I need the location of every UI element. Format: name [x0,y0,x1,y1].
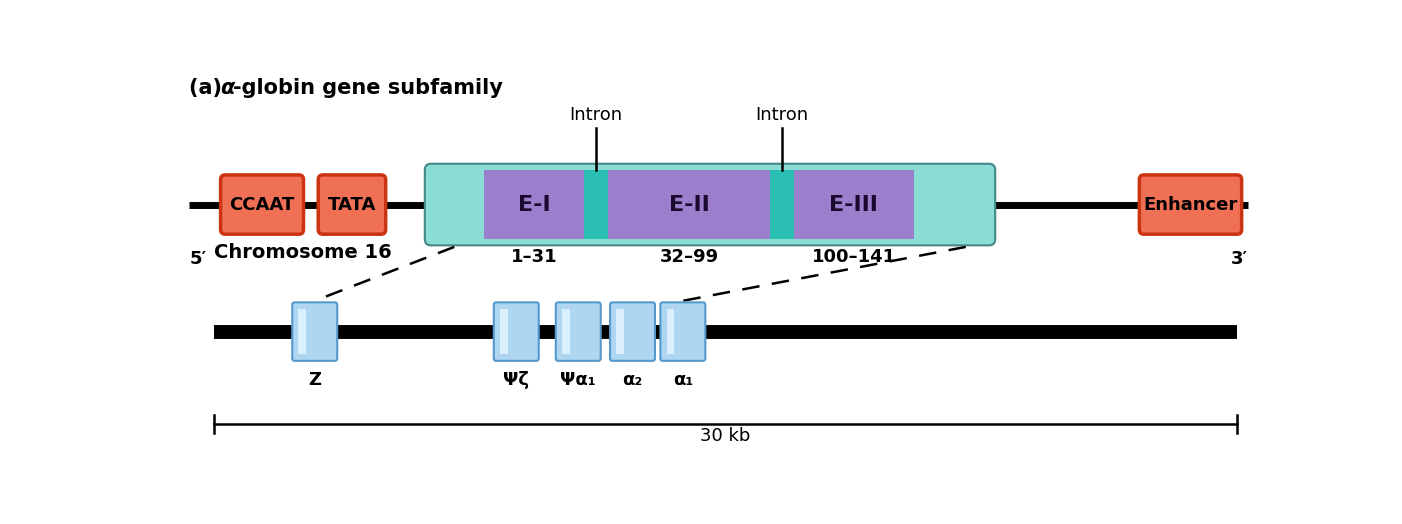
FancyBboxPatch shape [555,302,600,361]
Text: α: α [220,78,234,97]
Bar [484,170,585,239]
FancyBboxPatch shape [494,302,538,361]
Bar [562,309,569,354]
Text: α₂: α₂ [622,371,642,389]
Text: -globin gene subfamily: -globin gene subfamily [233,78,502,97]
Text: Chromosome 16: Chromosome 16 [215,243,391,263]
FancyBboxPatch shape [610,302,655,361]
Bar [585,170,607,239]
Bar [299,309,306,354]
Text: 3′: 3′ [1231,250,1248,268]
Bar [794,170,914,239]
Text: Ψζ: Ψζ [503,371,529,389]
Text: 30 kb: 30 kb [701,427,750,445]
Text: Enhancer: Enhancer [1144,195,1238,214]
Text: E-II: E-II [669,194,709,214]
Text: E-I: E-I [517,194,551,214]
FancyBboxPatch shape [1140,175,1242,234]
Text: Z: Z [308,371,321,389]
Text: TATA: TATA [328,195,376,214]
Bar [771,170,794,239]
Text: E-III: E-III [830,194,878,214]
Text: 32–99: 32–99 [659,248,719,266]
Text: (a): (a) [189,78,230,97]
FancyBboxPatch shape [660,302,705,361]
Bar [607,170,771,239]
Text: α₁: α₁ [673,371,693,389]
Text: 1–31: 1–31 [510,248,558,266]
Text: Intron: Intron [756,106,809,124]
FancyBboxPatch shape [425,163,995,245]
Bar [501,309,508,354]
Text: 100–141: 100–141 [812,248,896,266]
FancyBboxPatch shape [292,302,338,361]
Text: Intron: Intron [569,106,622,124]
Text: CCAAT: CCAAT [230,195,294,214]
Text: Ψα₁: Ψα₁ [561,371,596,389]
FancyBboxPatch shape [318,175,386,234]
FancyBboxPatch shape [220,175,303,234]
Text: 5′: 5′ [189,250,206,268]
Bar [666,309,674,354]
Bar [617,309,624,354]
